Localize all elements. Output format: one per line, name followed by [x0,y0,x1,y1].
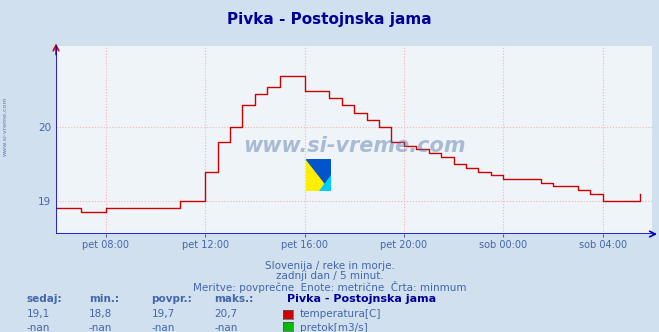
Text: 19,7: 19,7 [152,309,175,319]
Text: www.si-vreme.com: www.si-vreme.com [3,96,8,156]
Text: -nan: -nan [214,323,237,332]
Text: zadnji dan / 5 minut.: zadnji dan / 5 minut. [275,271,384,281]
Text: temperatura[C]: temperatura[C] [300,309,382,319]
Text: -nan: -nan [152,323,175,332]
Text: www.si-vreme.com: www.si-vreme.com [243,136,465,156]
Text: maks.:: maks.: [214,294,254,304]
Polygon shape [306,159,331,191]
Text: 18,8: 18,8 [89,309,112,319]
Text: sedaj:: sedaj: [26,294,62,304]
Text: -nan: -nan [89,323,112,332]
Text: pretok[m3/s]: pretok[m3/s] [300,323,368,332]
Text: Slovenija / reke in morje.: Slovenija / reke in morje. [264,261,395,271]
Text: 20,7: 20,7 [214,309,237,319]
Polygon shape [306,159,331,191]
Text: min.:: min.: [89,294,119,304]
Text: Meritve: povprečne  Enote: metrične  Črta: minmum: Meritve: povprečne Enote: metrične Črta:… [192,281,467,292]
Text: -nan: -nan [26,323,49,332]
Text: 19,1: 19,1 [26,309,49,319]
Text: povpr.:: povpr.: [152,294,192,304]
Text: Pivka - Postojnska jama: Pivka - Postojnska jama [287,294,436,304]
Text: Pivka - Postojnska jama: Pivka - Postojnska jama [227,12,432,27]
Polygon shape [319,175,331,191]
